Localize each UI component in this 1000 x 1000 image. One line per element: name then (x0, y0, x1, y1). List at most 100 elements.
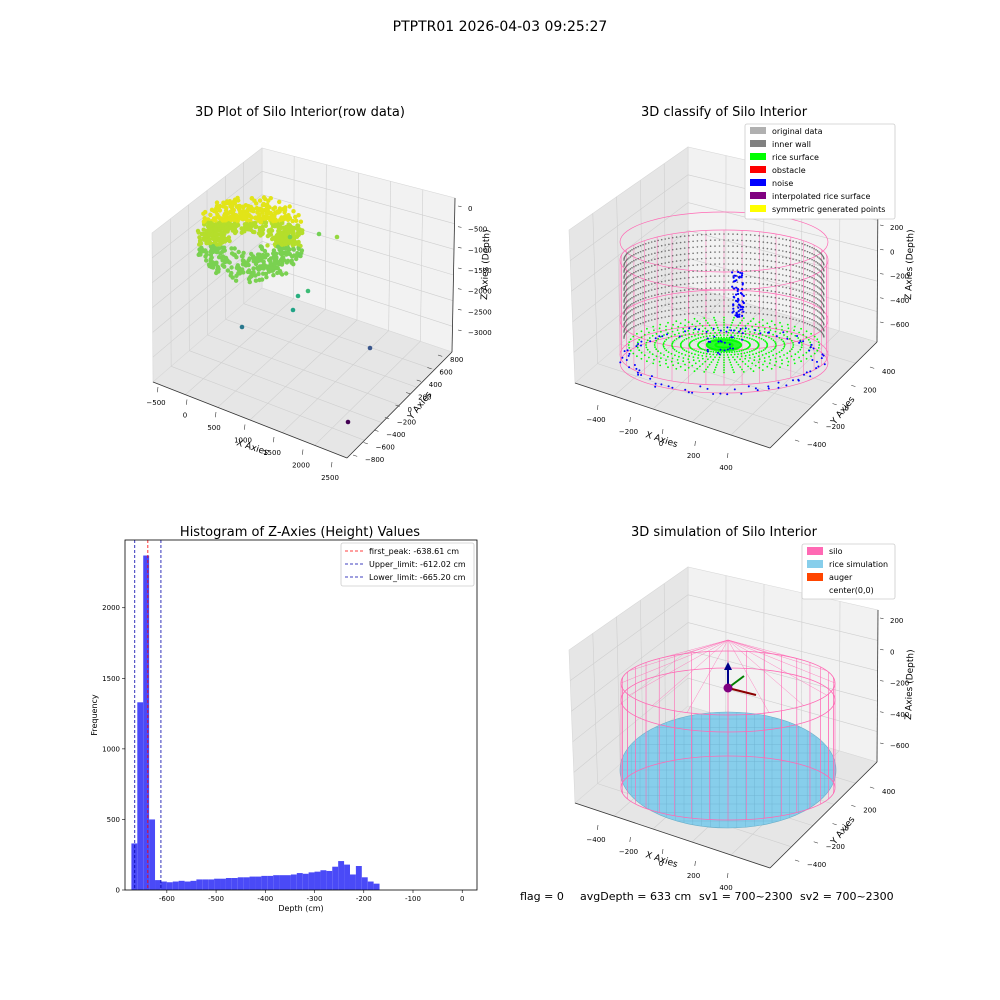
inner-wall-point (782, 298, 784, 300)
rice-surface-point (718, 331, 721, 334)
rice-surface-point (658, 360, 661, 363)
center-x-arrow (727, 687, 757, 696)
rice-surface-point (629, 338, 632, 341)
raw-point (287, 204, 292, 209)
raw-point (264, 275, 269, 280)
inner-wall-point (668, 255, 670, 258)
inner-wall-point (628, 257, 630, 259)
rice-surface-point (726, 334, 729, 336)
silo-roof-wire (629, 639, 729, 696)
inner-wall-point (749, 288, 752, 290)
raw-point (201, 211, 206, 216)
rice-surface-point (667, 355, 669, 358)
rice-surface-point (744, 325, 747, 327)
inner-wall-point (645, 315, 647, 317)
inner-wall-point (637, 275, 639, 278)
raw-point (204, 252, 209, 257)
inner-wall-point (675, 248, 678, 250)
inner-wall-point (798, 302, 801, 304)
inner-wall-point (645, 261, 647, 263)
inner-wall-point (823, 288, 825, 290)
inner-wall-point (782, 256, 784, 258)
inner-wall-point (645, 249, 647, 251)
inner-wall-point (820, 325, 823, 328)
rice-surface-point (762, 324, 764, 327)
inner-wall-point (629, 280, 632, 282)
rice-surface-point (701, 333, 704, 336)
inner-wall-point (745, 281, 748, 284)
rice-surface-point (732, 319, 734, 321)
inner-wall-point (758, 276, 760, 279)
y-tick-label: 0 (408, 406, 412, 414)
rice-surface-point (717, 359, 720, 361)
rice-surface-point (749, 343, 751, 346)
raw-point (249, 251, 254, 257)
inner-wall-point (789, 287, 791, 290)
inner-wall-point (818, 329, 820, 331)
inner-wall-point (795, 241, 798, 243)
rice-surface-point (760, 350, 763, 353)
inner-wall-point (626, 258, 629, 260)
inner-wall-point (762, 241, 765, 243)
rice-surface-point (715, 353, 718, 356)
inner-wall-point (789, 281, 791, 284)
raw-point (233, 278, 239, 283)
inner-wall-point (629, 328, 632, 330)
inner-wall-point (635, 312, 637, 315)
raw-outlier-point (239, 324, 245, 330)
noise-point (731, 271, 734, 274)
x-tick-label: 2000 (292, 462, 310, 470)
inner-wall-point (718, 287, 721, 289)
histogram-bar (290, 874, 297, 890)
rice-surface-point (684, 369, 687, 371)
rice-surface-point (748, 350, 751, 353)
inner-wall-point (782, 274, 784, 276)
rice-surface-point (775, 344, 777, 346)
noise-point (735, 312, 738, 315)
inner-wall-point (804, 243, 806, 246)
histogram-bar (338, 861, 345, 890)
figure-suptitle: PTPTR01 2026-04-03 09:25:27 (393, 19, 608, 35)
rice-surface-point (659, 352, 662, 354)
inner-wall-point (631, 267, 633, 269)
inner-wall-point (811, 312, 813, 315)
inner-wall-point (664, 310, 666, 312)
raw-point (275, 244, 281, 249)
rice-surface-point (675, 367, 678, 370)
histogram-bar (190, 880, 197, 890)
inner-wall-point (714, 299, 716, 301)
legend-swatch (750, 140, 766, 147)
inner-wall-point (654, 312, 656, 315)
inner-wall-point (631, 255, 633, 257)
inner-wall-point (647, 266, 650, 268)
rice-surface-point (813, 352, 816, 355)
inner-wall-point (657, 263, 659, 266)
inner-wall-point (745, 287, 748, 290)
raw-point (257, 252, 262, 257)
rice-surface-point (682, 357, 685, 359)
inner-wall-point (650, 253, 653, 255)
inner-wall-point (822, 255, 824, 258)
inner-wall-point (798, 248, 801, 250)
inner-wall-point (758, 234, 760, 237)
rice-surface-point (663, 340, 666, 343)
inner-wall-point (823, 258, 825, 260)
inner-wall-point (654, 288, 656, 291)
raw-point (232, 221, 237, 227)
raw-point (218, 251, 223, 256)
inner-wall-point (718, 239, 721, 241)
noise-point (810, 343, 813, 346)
inner-wall-point (633, 289, 635, 292)
inner-wall-point (657, 269, 659, 272)
noise-point (737, 270, 740, 274)
rice-surface-point (770, 320, 773, 323)
y-tick-label: −200 (826, 843, 845, 851)
raw-point (207, 229, 213, 234)
raw-point (260, 224, 265, 230)
inner-wall-point (647, 248, 650, 250)
inner-wall-point (770, 236, 773, 238)
inner-wall-point (801, 243, 803, 245)
noise-point (737, 310, 740, 313)
inner-wall-point (819, 264, 822, 266)
rice-surface-point (739, 358, 741, 361)
